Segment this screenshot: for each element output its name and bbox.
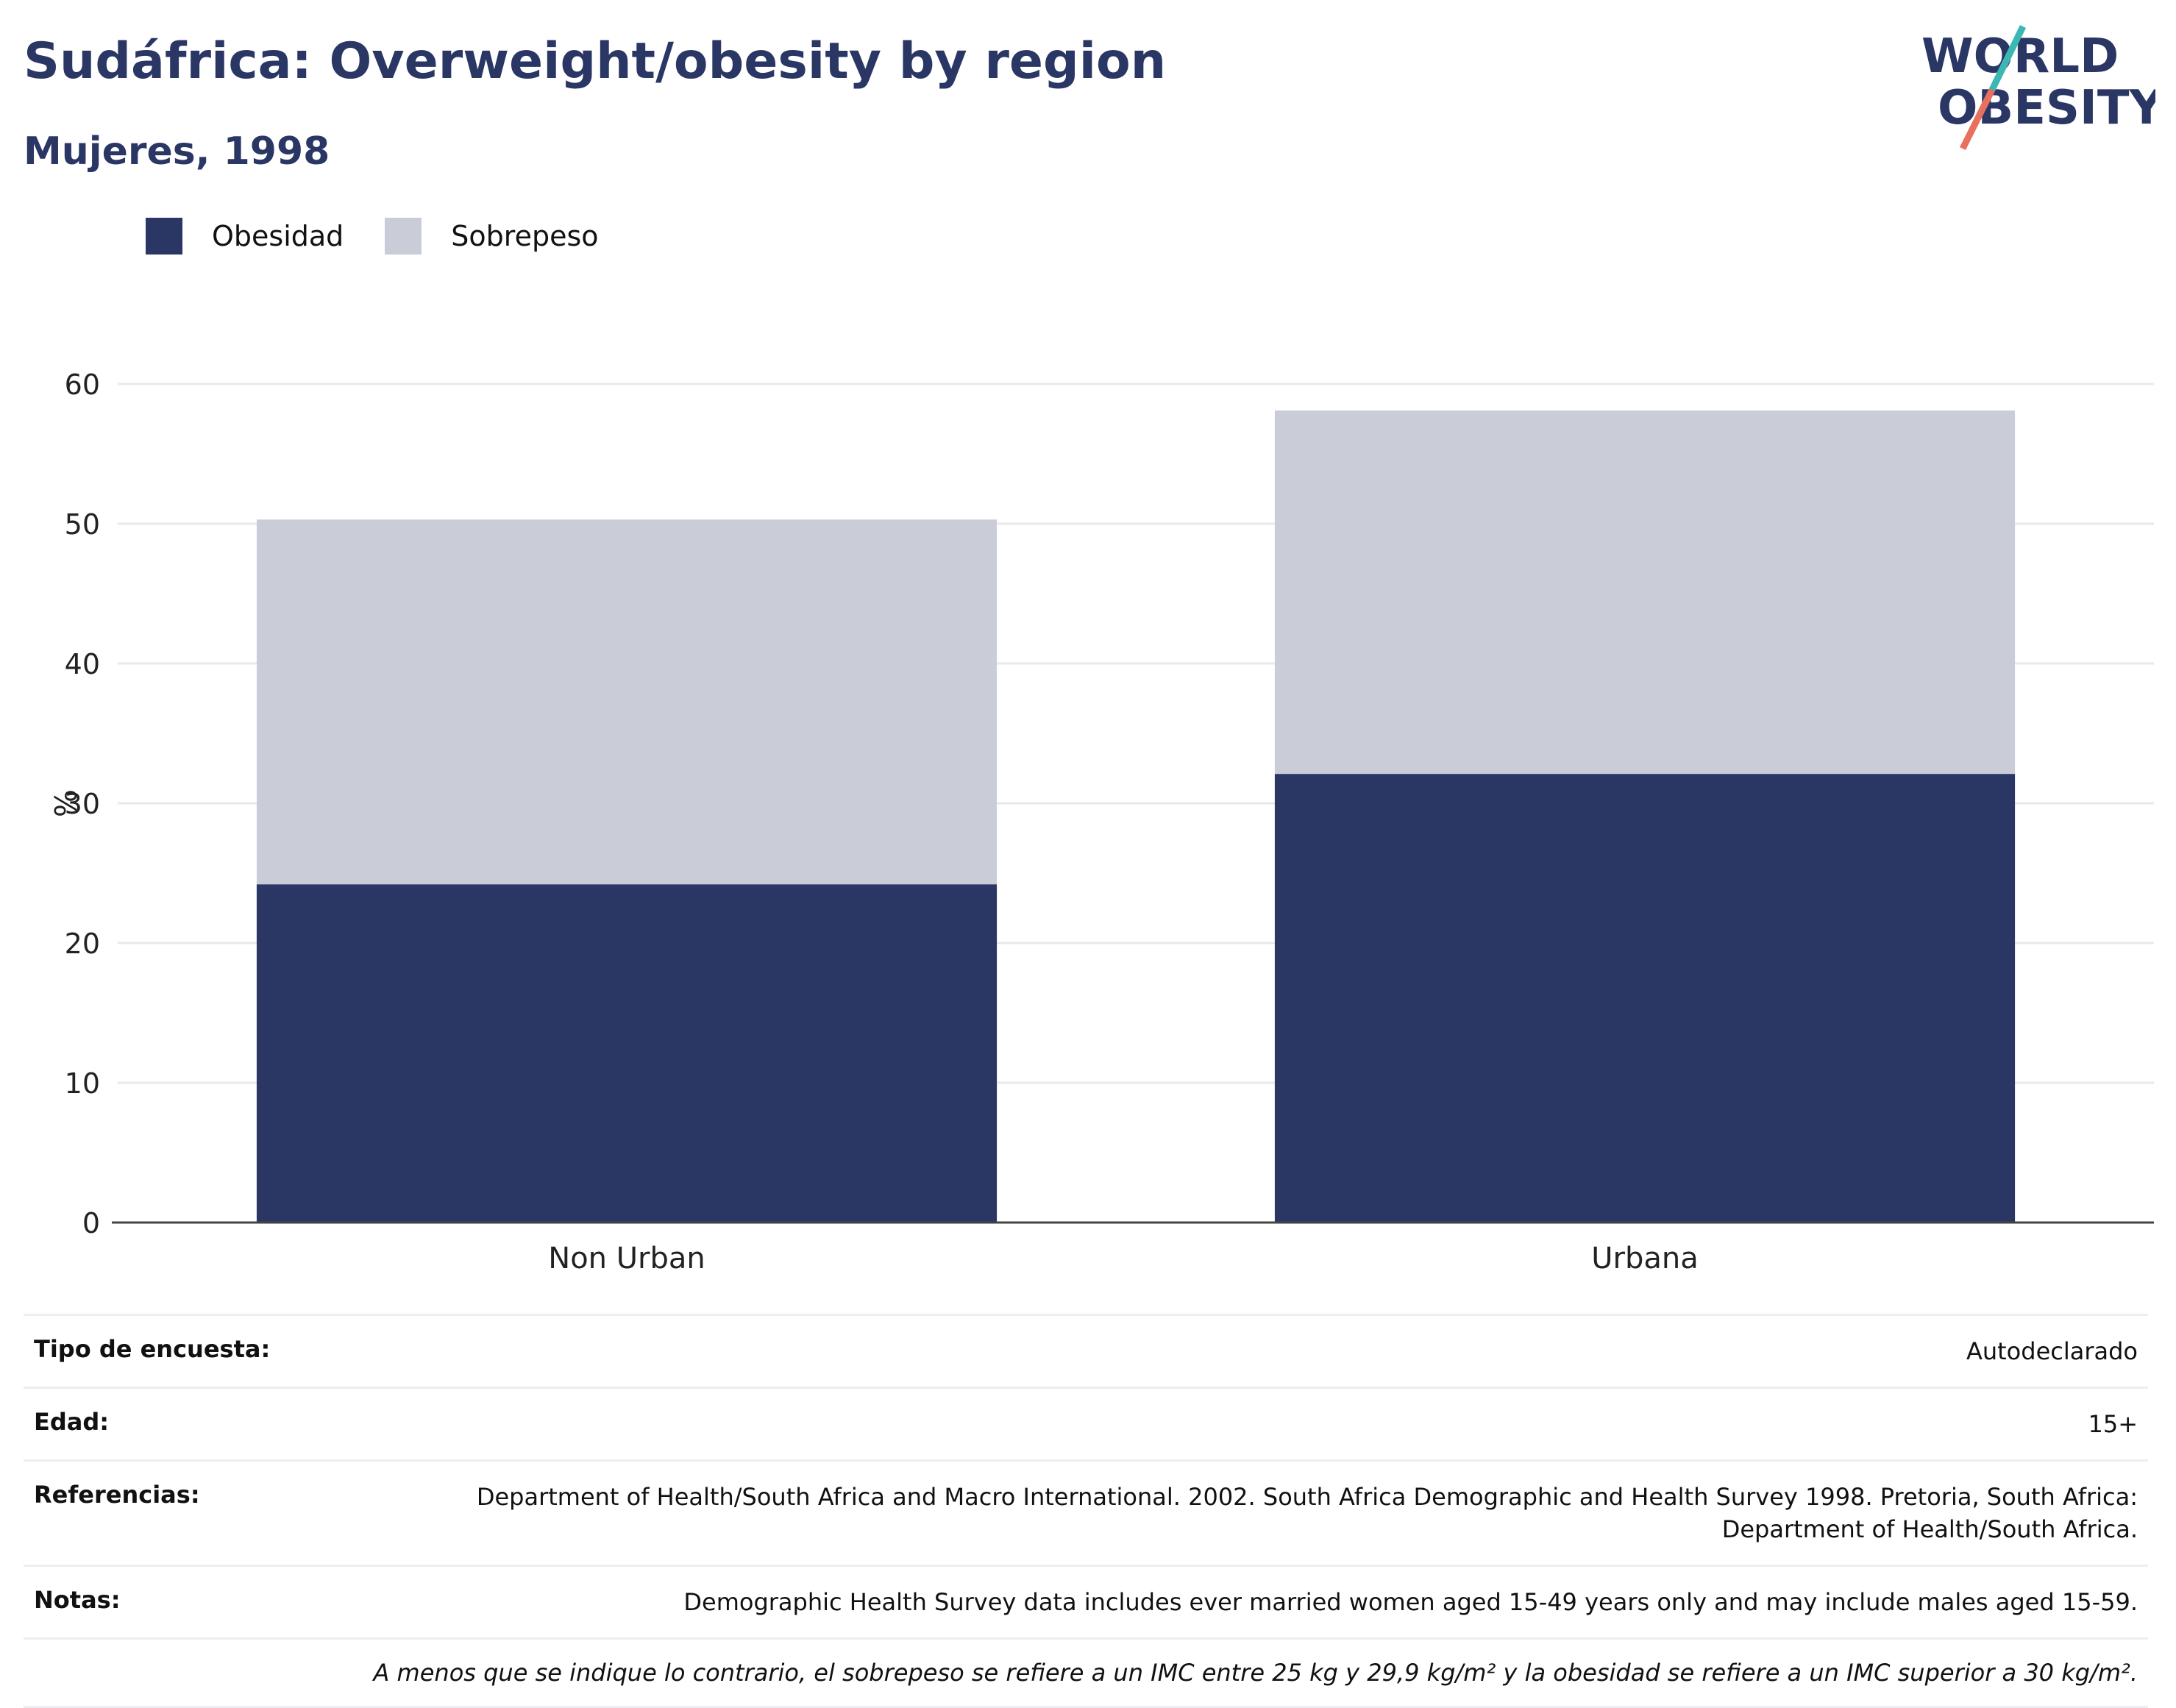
chart-subtitle: Mujeres, 1998: [24, 129, 330, 174]
meta-key: Tipo de encuesta:: [34, 1335, 271, 1363]
y-tick-label: 30: [65, 788, 100, 820]
meta-key: Referencias:: [34, 1481, 200, 1509]
y-tick-label: 0: [82, 1207, 100, 1239]
footnote: A menos que se indique lo contrario, el …: [373, 1659, 2138, 1687]
legend-swatch-obesidad: [146, 218, 182, 255]
meta-row-references: Referencias: Department of Health/South …: [24, 1459, 2148, 1565]
legend-item-sobrepeso: Sobrepeso: [385, 218, 599, 255]
chart-title: Sudáfrica: Overweight/obesity by region: [24, 32, 1167, 90]
meta-value: Autodeclarado: [1966, 1337, 2138, 1365]
survey-details: Tipo de encuesta: Autodeclarado Edad: 15…: [24, 1314, 2148, 1708]
y-axis-label: %: [47, 789, 81, 817]
world-obesity-logo: WORLD OBESITY: [1921, 25, 2155, 151]
y-tick-label: 60: [65, 369, 100, 401]
meta-row-notes: Notas: Demographic Health Survey data in…: [24, 1565, 2148, 1637]
y-tick-label: 10: [65, 1067, 100, 1100]
y-tick-label: 50: [65, 508, 100, 541]
meta-row-survey-type: Tipo de encuesta: Autodeclarado: [24, 1314, 2148, 1387]
bar-sobrepeso-urbana: [1274, 410, 2016, 775]
bar-sobrepeso-non-urban: [256, 519, 998, 885]
x-tick-label: Urbana: [1591, 1242, 1699, 1275]
logo-slash-teal: [1988, 25, 2027, 91]
meta-value: 15+: [2088, 1410, 2138, 1438]
legend-swatch-sobrepeso: [385, 218, 422, 255]
meta-key: Edad:: [34, 1408, 110, 1436]
logo-slash-coral: [1959, 88, 1996, 151]
meta-row-age: Edad: 15+: [24, 1387, 2148, 1459]
legend-label-sobrepeso: Sobrepeso: [451, 220, 599, 252]
meta-key: Notas:: [34, 1586, 121, 1614]
y-tick-label: 40: [65, 648, 100, 680]
legend: Obesidad Sobrepeso: [146, 218, 640, 255]
x-tick-label: Non Urban: [548, 1242, 705, 1275]
meta-row-footnote: A menos que se indique lo contrario, el …: [24, 1637, 2148, 1708]
y-tick-label: 20: [65, 928, 100, 960]
bar-obesidad-urbana: [1274, 774, 2016, 1223]
meta-value: Department of Health/South Africa and Ma…: [476, 1483, 2138, 1543]
legend-label-obesidad: Obesidad: [212, 220, 344, 252]
bar-obesidad-non-urban: [256, 884, 998, 1223]
legend-item-obesidad: Obesidad: [146, 218, 344, 255]
stacked-bar-chart: 0 10 20 30 40 50 60% Non Urban Urbana: [47, 369, 2154, 1275]
meta-value: Demographic Health Survey data includes …: [683, 1588, 2138, 1616]
